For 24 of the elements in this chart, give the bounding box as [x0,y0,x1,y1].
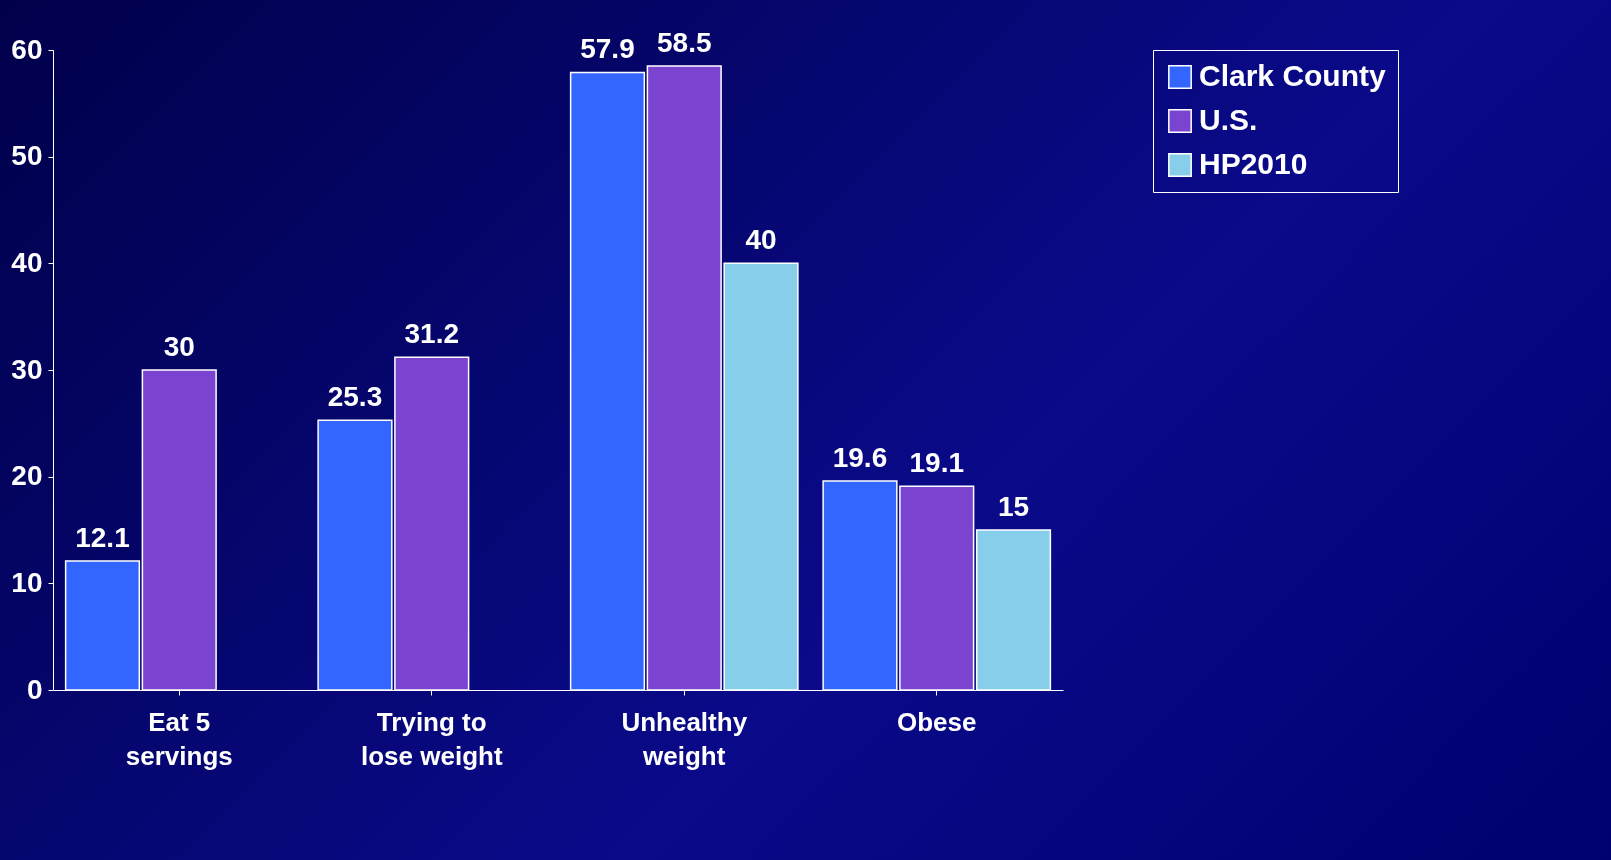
y-tick-label: 0 [26,673,43,705]
data-label: 57.9 [580,33,635,65]
data-label: 15 [997,491,1030,522]
x-tick-label: Trying to lose weight [360,706,503,771]
data-label: 30 [163,331,195,362]
y-tick-label: 10 [11,566,43,598]
data-label: 19.6 [832,441,888,473]
y-tick-label: 50 [11,140,43,172]
y-tick-label: 30 [11,353,43,385]
data-label: 31.2 [404,318,459,350]
y-tick-label: 20 [11,460,43,492]
data-label: 58.5 [657,27,712,58]
data-label: 40 [745,224,777,256]
data-label: 19.1 [909,447,964,479]
y-tick-label: 40 [11,246,43,278]
data-label: 12.1 [75,521,130,553]
legend-label: HP2010 [1199,147,1308,180]
x-tick-label: Obese [897,706,977,737]
y-tick-label: 60 [11,33,43,65]
data-label: 25.3 [327,381,383,413]
legend-label: U.S. [1199,103,1258,136]
x-tick-label: Unhealthy weight [621,706,748,771]
legend-label: Clark County [1199,59,1387,92]
x-tick-label: Eat 5 servings [125,706,233,771]
